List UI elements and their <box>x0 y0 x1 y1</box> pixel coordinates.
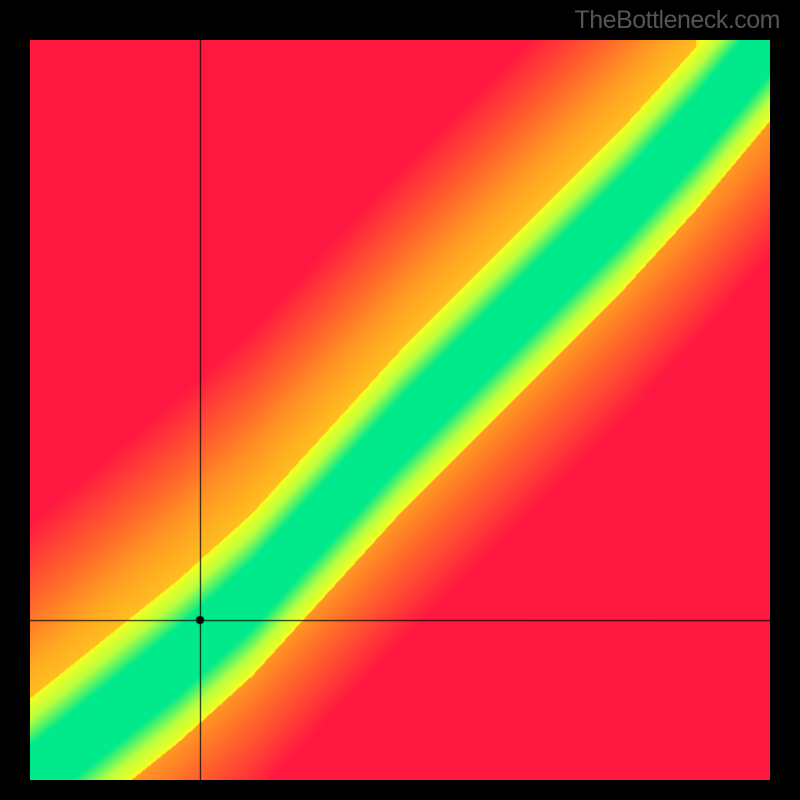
watermark-text: TheBottleneck.com <box>575 6 781 35</box>
bottleneck-heatmap <box>30 40 770 780</box>
heatmap-canvas <box>30 40 770 780</box>
